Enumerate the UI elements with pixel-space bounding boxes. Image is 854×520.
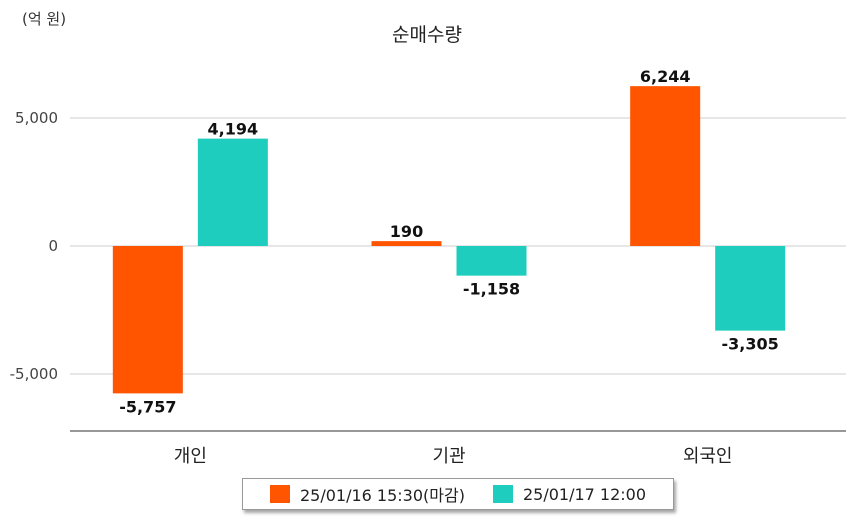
data-label: -5,757 (119, 397, 176, 416)
bar-1-1[interactable] (112, 246, 183, 394)
data-label: -1,158 (463, 280, 520, 299)
legend-item-series-2[interactable]: 25/01/17 12:00 (492, 484, 647, 504)
bar-2-2[interactable] (456, 246, 527, 276)
data-label: 190 (390, 222, 423, 241)
x-category-label: 기관 (432, 446, 465, 467)
x-category-label: 외국인 (683, 446, 733, 467)
y-tick-label: 0 (48, 237, 58, 255)
bar-1-2[interactable] (371, 241, 442, 246)
legend-swatch-series-2 (492, 485, 513, 503)
unit-label: (억 원) (22, 10, 67, 28)
bar-2-1[interactable] (197, 138, 268, 246)
legend-label-series-2: 25/01/17 12:00 (522, 484, 647, 504)
legend-swatch-series-1 (269, 485, 290, 503)
y-tick-label: 5,000 (15, 109, 58, 127)
legend-item-series-1[interactable]: 25/01/16 15:30(마감) (269, 482, 465, 506)
bar-2-3[interactable] (715, 246, 786, 331)
y-tick-label: -5,000 (10, 365, 58, 383)
legend-label-series-1: 25/01/16 15:30(마감) (299, 486, 465, 505)
x-category-label: 개인 (174, 446, 207, 467)
chart-title: 순매수량 (392, 24, 462, 46)
bar-1-3[interactable] (630, 86, 701, 247)
legend: 25/01/16 15:30(마감) 25/01/17 12:00 (242, 478, 674, 510)
data-label: 4,194 (208, 120, 259, 139)
data-label: -3,305 (722, 335, 779, 354)
data-label: 6,244 (640, 67, 691, 86)
